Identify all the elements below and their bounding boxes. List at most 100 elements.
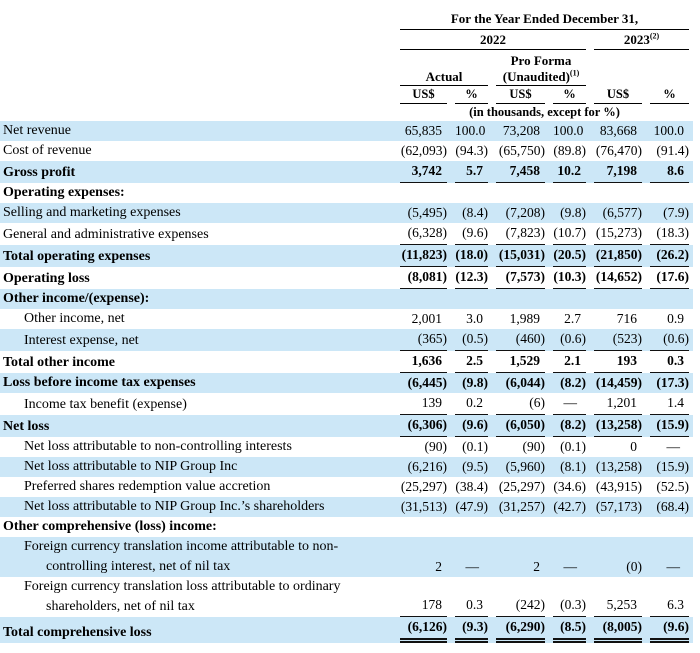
table-row: Gross profit 3,742 5.7 7,458 10.2 7,198 8.6 (0, 161, 693, 183)
cell-value: (9.8) (462, 375, 488, 390)
cell-value: (0.5) (455, 329, 488, 351)
value-cell: (0.1) (549, 437, 590, 457)
value-cell: (90) (492, 437, 549, 457)
value-cell: (9.8) (549, 203, 590, 223)
row-label: Income tax benefit (expense) (24, 397, 187, 412)
cell-value: (9.6) (455, 223, 488, 245)
cell-value: (6,445) (407, 375, 447, 390)
cell-value: (0.3) (553, 595, 586, 617)
cell-value: (68.4) (656, 499, 689, 514)
cell-value: (6,050) (496, 415, 545, 437)
cell-value: 100.0 (653, 123, 684, 138)
header-year-row: 2022 2023(2) (0, 30, 693, 50)
row-label: Net loss attributable to non-controlling… (24, 439, 292, 454)
cell-value: 139 (400, 393, 447, 415)
proforma-line1: Pro Forma (510, 53, 572, 68)
value-cell: — (549, 393, 590, 415)
cell-value: 10.2 (553, 161, 586, 183)
cell-value: — (553, 393, 586, 415)
value-cell: (6,216) (396, 457, 451, 477)
cell-value: (91.4) (656, 143, 689, 158)
value-cell (549, 183, 590, 203)
value-cell: (17.6) (646, 267, 693, 289)
value-cell: (5,960) (492, 457, 549, 477)
row-label: Loss before income tax expenses (3, 375, 196, 390)
table-row: General and administrative expenses (6,32… (0, 223, 693, 245)
value-cell: — (646, 437, 693, 457)
cell-value: 178 (400, 595, 447, 617)
value-cell: (18.0) (451, 245, 492, 267)
value-cell: 3.0 (451, 309, 492, 329)
year-2023-label: 2023 (623, 32, 650, 47)
row-label: Total comprehensive loss (3, 625, 152, 640)
income-statement-table: For the Year Ended December 31, 2022 202… (0, 9, 693, 643)
value-cell: (7,208) (492, 203, 549, 223)
table-row: Operating loss (8,081) (12.3) (7,573) (10.3)… (0, 267, 693, 289)
value-cell: 0.2 (451, 393, 492, 415)
value-cell: 2.5 (451, 351, 492, 373)
footnote-ref-1: (1) (569, 68, 580, 78)
value-cell: — (549, 537, 590, 577)
cell-value: (8,005) (594, 617, 642, 643)
value-cell: (15,273) (590, 223, 646, 245)
cell-value: 0.9 (667, 311, 684, 326)
year-group-2022: 2022 (396, 30, 590, 50)
table-row: Net loss attributable to NIP Group Inc.’… (0, 497, 693, 517)
value-cell: (8.5) (549, 617, 590, 643)
cell-value: (11,823) (400, 245, 447, 267)
cell-value: (15.9) (650, 415, 689, 437)
table-row: Interest expense, net (365) (0.5) (460) (0.6… (0, 329, 693, 351)
row-label: Cost of revenue (3, 143, 92, 158)
value-cell (646, 183, 693, 203)
value-cell (590, 517, 646, 537)
cell-value: (90) (424, 439, 448, 454)
cell-value: 3.0 (466, 311, 483, 326)
value-cell: (18.3) (646, 223, 693, 245)
value-cell: 2 (492, 537, 549, 577)
value-cell (396, 183, 451, 203)
cell-value: 193 (594, 351, 642, 373)
value-cell (590, 289, 646, 309)
value-cell: (365) (396, 329, 451, 351)
value-cell: (9.6) (451, 223, 492, 245)
cell-value: (15.9) (656, 459, 689, 474)
cell-value: (76,470) (595, 143, 642, 158)
cell-value: 5.7 (455, 161, 488, 183)
year-2022-label: 2022 (480, 32, 506, 47)
cell-value: (5,960) (505, 459, 545, 474)
value-cell: 100.0 (646, 121, 693, 141)
row-label: Preferred shares redemption value accret… (24, 479, 271, 494)
col-header-2023-pct: % (646, 86, 693, 104)
value-cell: (7.9) (646, 203, 693, 223)
value-cell: 1,529 (492, 351, 549, 373)
cell-value: (13,258) (594, 415, 642, 437)
value-cell: (21,850) (590, 245, 646, 267)
row-label: Net loss (3, 419, 50, 434)
cell-value: (18.3) (650, 223, 689, 245)
value-cell: 1,989 (492, 309, 549, 329)
cell-value: (14,652) (594, 267, 642, 289)
cell-value: (18.0) (455, 245, 488, 267)
col-header-2023-usd: US$ (590, 86, 646, 104)
value-cell: (15,031) (492, 245, 549, 267)
proforma-unaudited: (Unaudited) (502, 69, 570, 84)
row-label: Foreign currency translation loss attrib… (0, 577, 396, 617)
value-cell: (242) (492, 577, 549, 617)
value-cell (646, 517, 693, 537)
table-header: For the Year Ended December 31, 2022 202… (0, 9, 693, 121)
value-cell: (6,290) (492, 617, 549, 643)
value-cell: (9.3) (451, 617, 492, 643)
year-group-2023: 2023(2) (590, 30, 693, 50)
value-cell: 0.3 (646, 351, 693, 373)
value-cell: (62,093) (396, 141, 451, 161)
value-cell: (11,823) (396, 245, 451, 267)
value-cell: (89.8) (549, 141, 590, 161)
header-spacer (0, 30, 396, 50)
value-cell: 2,001 (396, 309, 451, 329)
row-label: Gross profit (3, 165, 76, 180)
value-cell: (25,297) (492, 477, 549, 497)
table-row: Operating expenses: (0, 183, 693, 203)
value-cell: (13,258) (590, 457, 646, 477)
row-label: Other comprehensive (loss) income: (3, 519, 217, 534)
period-title: For the Year Ended December 31, (396, 9, 693, 30)
